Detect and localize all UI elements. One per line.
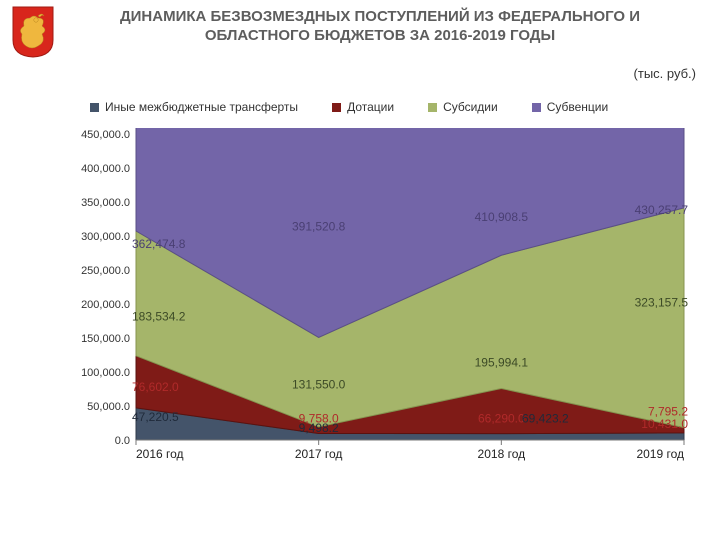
- data-label: 69,423.2: [522, 411, 569, 425]
- data-label: 76,602.0: [132, 380, 179, 394]
- legend-label: Иные межбюджетные трансферты: [105, 100, 298, 114]
- data-label: 183,534.2: [132, 309, 186, 323]
- svg-text:450,000.0: 450,000.0: [81, 129, 130, 141]
- data-label: 323,157.5: [635, 296, 689, 310]
- legend-swatch-icon: [428, 103, 437, 112]
- data-label: 131,550.0: [292, 377, 346, 391]
- data-label: 391,520.8: [292, 220, 346, 234]
- data-label: 9,498.2: [299, 421, 339, 435]
- unit-label: (тыс. руб.): [634, 66, 696, 81]
- svg-text:400,000.0: 400,000.0: [81, 163, 130, 175]
- legend-label: Дотации: [347, 100, 394, 114]
- stacked-area-chart: 0.0 50,000.0 100,000.0 150,000.0 200,000.0 25…: [80, 128, 690, 468]
- svg-text:50,000.0: 50,000.0: [87, 401, 130, 413]
- data-label: 66,290.0: [478, 411, 525, 425]
- emblem-icon: [12, 6, 54, 58]
- x-axis-label: 2017 год: [295, 447, 343, 461]
- svg-text:350,000.0: 350,000.0: [81, 197, 130, 209]
- x-axis-label: 2016 год: [136, 447, 184, 461]
- svg-text:300,000.0: 300,000.0: [81, 231, 130, 243]
- legend: Иные межбюджетные трансферты Дотации Суб…: [90, 100, 690, 114]
- data-label: 10,431.0: [641, 417, 688, 431]
- svg-text:150,000.0: 150,000.0: [81, 333, 130, 345]
- x-axis-label: 2018 год: [478, 447, 526, 461]
- svg-text:200,000.0: 200,000.0: [81, 299, 130, 311]
- legend-item: Иные межбюджетные трансферты: [90, 100, 298, 114]
- svg-text:250,000.0: 250,000.0: [81, 265, 130, 277]
- chart-title: ДИНАМИКА БЕЗВОЗМЕЗДНЫХ ПОСТУПЛЕНИЙ ИЗ ФЕ…: [100, 8, 660, 46]
- data-label: 410,908.5: [475, 210, 529, 224]
- x-axis-label: 2019 год: [636, 447, 684, 461]
- svg-text:0.0: 0.0: [115, 435, 130, 447]
- legend-item: Дотации: [332, 100, 394, 114]
- svg-text:100,000.0: 100,000.0: [81, 367, 130, 379]
- legend-swatch-icon: [332, 103, 341, 112]
- data-label: 362,474.8: [132, 237, 186, 251]
- legend-swatch-icon: [90, 103, 99, 112]
- legend-swatch-icon: [532, 103, 541, 112]
- data-label: 430,257.7: [635, 203, 689, 217]
- legend-label: Субвенции: [547, 100, 609, 114]
- data-label: 47,220.5: [132, 410, 179, 424]
- legend-item: Субвенции: [532, 100, 609, 114]
- data-label: 195,994.1: [475, 356, 529, 370]
- legend-label: Субсидии: [443, 100, 498, 114]
- legend-item: Субсидии: [428, 100, 498, 114]
